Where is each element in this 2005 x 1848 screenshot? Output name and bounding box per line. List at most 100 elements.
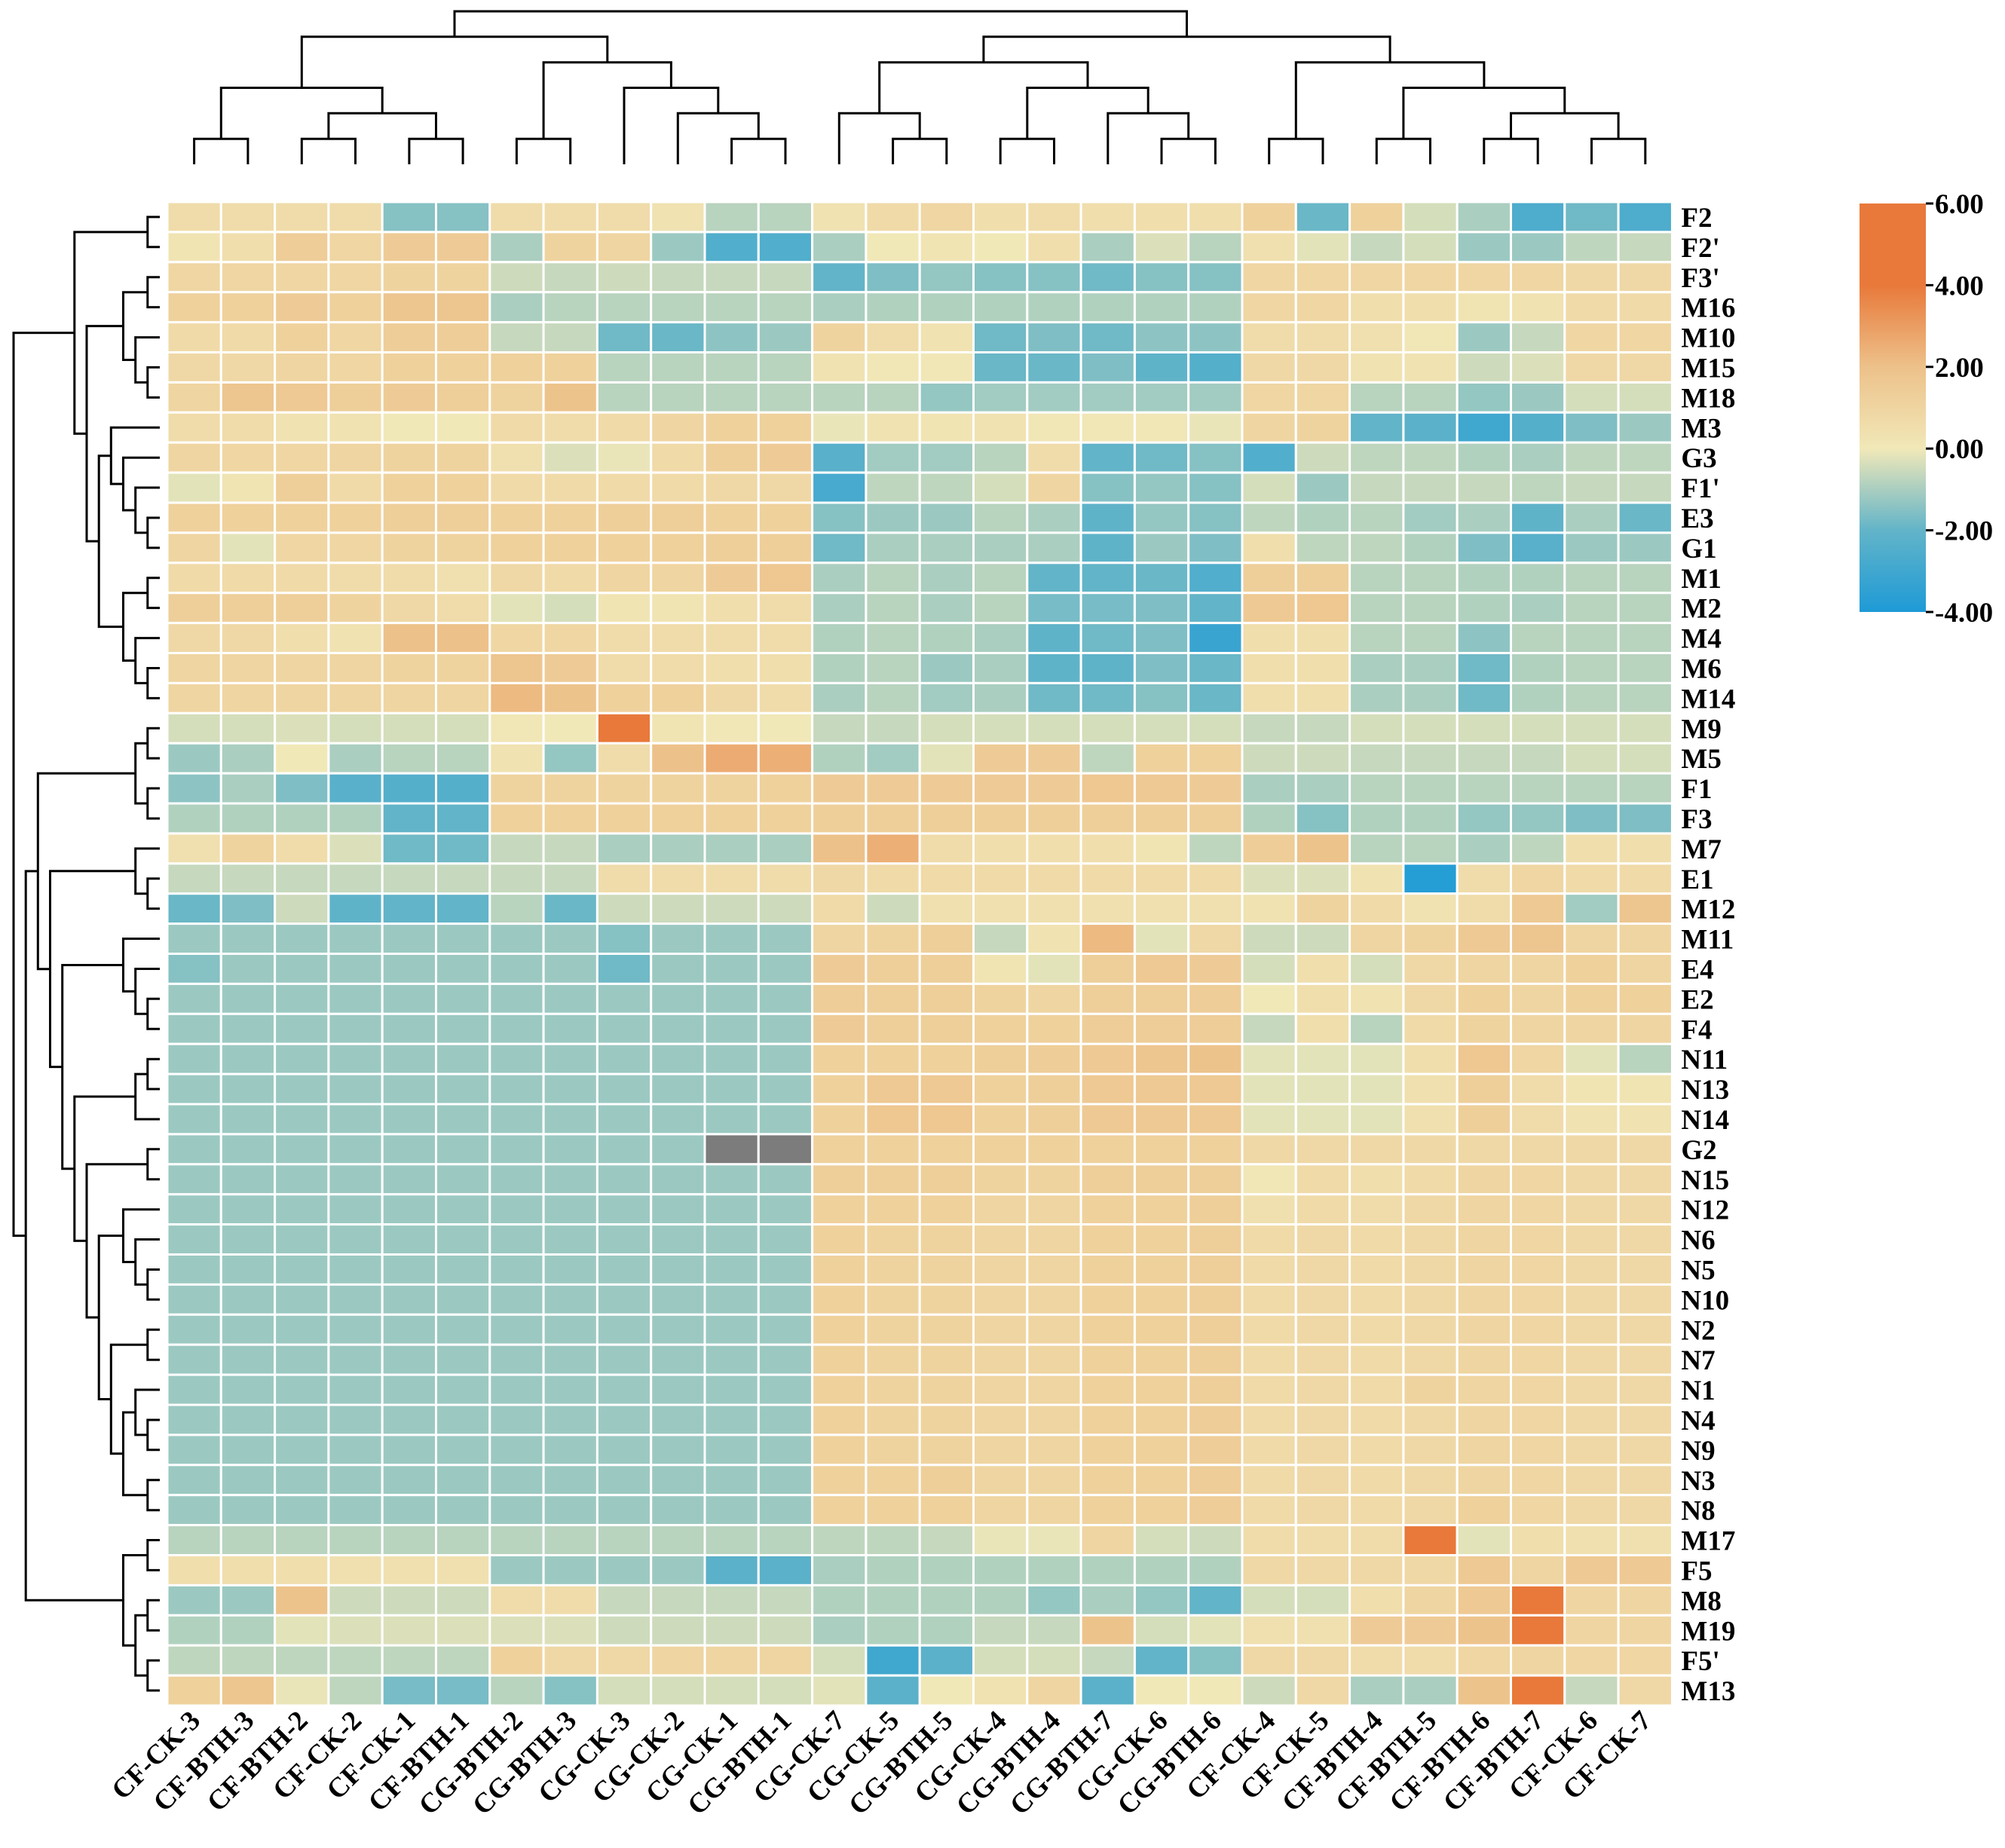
heatmap-cell: [1026, 1283, 1082, 1316]
heatmap-cell: [166, 1163, 222, 1196]
heatmap-cell: [703, 261, 760, 294]
heatmap-cell: [811, 1644, 868, 1677]
heatmap-cell: [1456, 1313, 1512, 1346]
heatmap-cell: [219, 681, 277, 714]
heatmap-cell: [166, 471, 222, 504]
heatmap-cell: [595, 592, 653, 625]
heatmap-cell: [972, 892, 1029, 926]
heatmap-cell: [595, 1554, 653, 1586]
heatmap-cell: [1187, 471, 1244, 504]
heatmap-cell: [381, 922, 438, 955]
heatmap-cell: [1617, 922, 1673, 955]
heatmap-cell: [381, 200, 438, 234]
row-label: N12: [1681, 1195, 1729, 1226]
heatmap-cell: [1563, 711, 1620, 745]
heatmap-cell: [918, 1614, 975, 1647]
heatmap-cell: [327, 411, 384, 444]
heatmap-cell: [1241, 351, 1297, 384]
heatmap-cell: [219, 1554, 277, 1586]
heatmap-cell: [327, 982, 384, 1015]
heatmap-cell: [1510, 1103, 1566, 1136]
heatmap-cell: [918, 772, 975, 805]
heatmap-cell: [1402, 351, 1459, 384]
heatmap-cell: [811, 742, 868, 775]
heatmap-cell: [1563, 1283, 1620, 1316]
dendrogram-branch: [515, 137, 572, 164]
column-labels: CF-CK-3CF-BTH-3CF-BTH-2CF-CK-2CF-CK-1CF-…: [106, 1705, 1658, 1821]
heatmap-cell: [918, 441, 975, 474]
heatmap-cell: [542, 1193, 598, 1226]
heatmap-cell: [1294, 622, 1351, 654]
heatmap-cell: [1402, 592, 1459, 625]
heatmap-cell: [1241, 1283, 1297, 1316]
heatmap-cell: [166, 561, 222, 595]
heatmap-cell: [1294, 1644, 1351, 1677]
heatmap-cell: [381, 1494, 438, 1527]
heatmap-cell: [1617, 1193, 1673, 1226]
heatmap-cell: [1402, 1583, 1459, 1617]
heatmap-cell: [1133, 1674, 1190, 1707]
heatmap-cell: [1294, 1373, 1351, 1406]
heatmap-cell: [488, 681, 545, 714]
heatmap-cell: [274, 501, 330, 534]
heatmap-cell: [327, 231, 384, 264]
heatmap-cell: [703, 622, 760, 654]
heatmap-cell: [1456, 1614, 1512, 1647]
heatmap-cell: [811, 1674, 868, 1707]
heatmap-cell: [435, 802, 491, 835]
heatmap-cell: [1133, 1464, 1190, 1497]
heatmap-cell: [381, 1133, 438, 1166]
heatmap-cell: [757, 351, 814, 384]
dendrogram-branch: [327, 112, 437, 139]
heatmap-cell: [1187, 1163, 1244, 1196]
heatmap-cell: [595, 1313, 653, 1346]
heatmap-cell: [918, 652, 975, 684]
heatmap-cell: [381, 1433, 438, 1467]
heatmap-cell: [650, 922, 706, 955]
colorbar-tick-label: -2.00: [1935, 516, 1993, 547]
heatmap-cell: [1402, 1373, 1459, 1406]
row-label: M13: [1681, 1676, 1735, 1707]
heatmap-cell: [757, 1133, 814, 1166]
heatmap-cell: [542, 681, 598, 714]
heatmap-cell: [757, 501, 814, 534]
heatmap-cell: [811, 953, 868, 985]
heatmap-cell: [488, 1674, 545, 1707]
heatmap-cell: [1456, 802, 1512, 835]
heatmap-cell: [542, 1583, 598, 1617]
heatmap-cell: [542, 1464, 598, 1497]
heatmap-cell: [1617, 1433, 1673, 1467]
heatmap-cell: [381, 1253, 438, 1286]
heatmap-cell: [1563, 982, 1620, 1015]
heatmap-cell: [1402, 802, 1459, 835]
dendrogram-branch: [408, 137, 464, 164]
heatmap-cell: [972, 922, 1029, 955]
heatmap-cell: [219, 351, 277, 384]
heatmap-cell: [435, 772, 491, 805]
dendrogram-branch: [837, 112, 921, 164]
heatmap-cell: [274, 1133, 330, 1166]
heatmap-cell: [1187, 862, 1244, 895]
heatmap-cell: [1026, 1554, 1082, 1586]
dendrogram-branch: [999, 137, 1055, 164]
heatmap-cell: [166, 862, 222, 895]
heatmap-cell: [972, 1103, 1029, 1136]
heatmap-cell: [650, 531, 706, 564]
heatmap-cell: [1617, 441, 1673, 474]
heatmap-cell: [435, 561, 491, 595]
heatmap-cell: [972, 291, 1029, 324]
heatmap-cell: [1617, 411, 1673, 444]
heatmap-cell: [1617, 261, 1673, 294]
heatmap-cell: [488, 471, 545, 504]
heatmap-cell: [219, 1644, 277, 1677]
heatmap-cell: [1510, 321, 1566, 354]
heatmap-cell: [1079, 1343, 1136, 1376]
heatmap-cell: [274, 1433, 330, 1467]
heatmap-cell: [918, 982, 975, 1015]
heatmap-cell: [972, 411, 1029, 444]
heatmap-cell: [757, 1012, 814, 1045]
heatmap-cell: [1510, 411, 1566, 444]
heatmap-cell: [650, 681, 706, 714]
heatmap-cell: [1563, 381, 1620, 414]
heatmap-cell: [1617, 1313, 1673, 1346]
